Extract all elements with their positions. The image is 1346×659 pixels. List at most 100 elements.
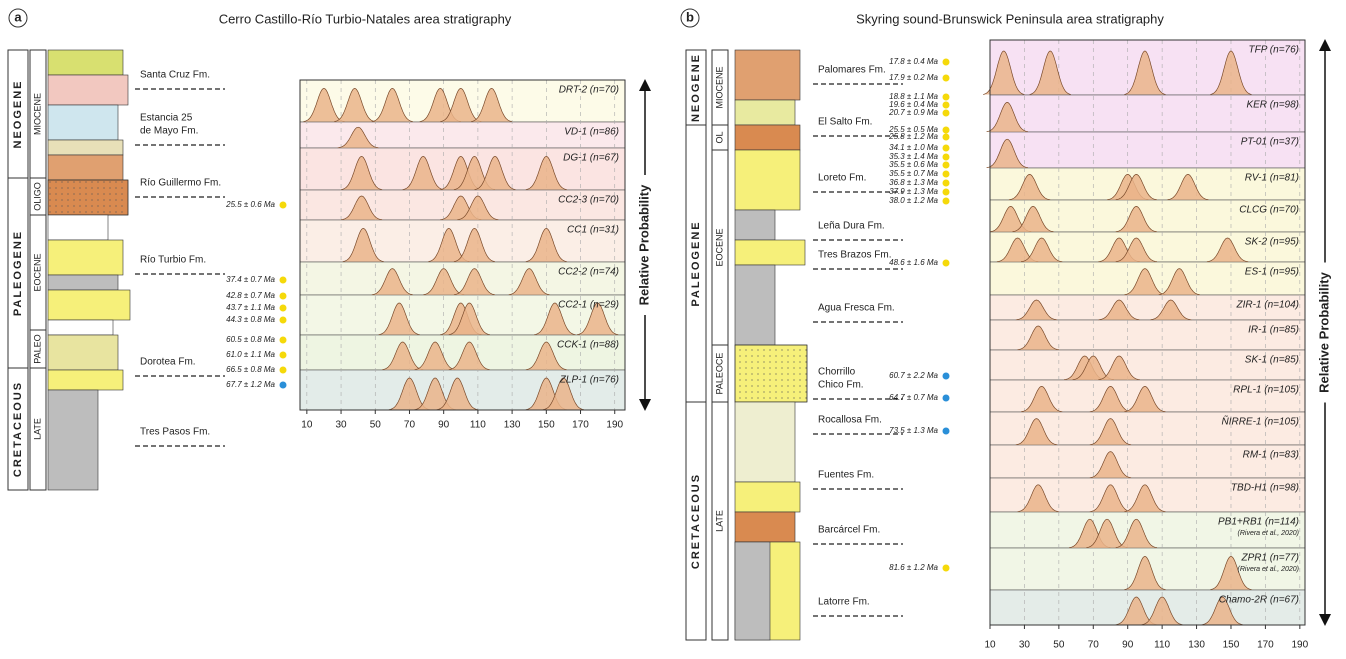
formation-label: Dorotea Fm. — [140, 357, 196, 368]
x-tick-label: 10 — [984, 640, 996, 651]
age-label: 81.6 ± 1.2 Ma — [889, 563, 938, 572]
age-peak — [378, 302, 420, 335]
age-peak — [1124, 556, 1166, 590]
sample-label: TFP (n=76) — [1249, 45, 1299, 56]
age-dot — [942, 161, 950, 169]
formation-label: de Mayo Fm. — [140, 126, 198, 137]
epoch-label: PALEOCE — [714, 353, 724, 395]
age-label: 73.5 ± 1.3 Ma — [889, 426, 938, 435]
age-dot — [942, 109, 950, 117]
plot-frame — [989, 39, 1306, 626]
age-dot — [279, 351, 287, 359]
sample-label: CC2-1 (n=29) — [558, 300, 619, 311]
sample-label: DG-1 (n=67) — [563, 153, 619, 164]
sample-label: RPL-1 (n=105) — [1233, 385, 1299, 396]
x-tick-label: 70 — [1088, 640, 1100, 651]
sample-label: CCK-1 (n=88) — [557, 340, 619, 351]
age-peak — [1015, 299, 1058, 321]
age-peak — [1017, 484, 1059, 513]
age-peak — [1020, 386, 1063, 413]
x-tick-label: 130 — [504, 420, 521, 431]
strat-column-b — [734, 49, 808, 641]
age-label: 37.4 ± 0.7 Ma — [226, 275, 275, 284]
age-peak — [471, 88, 513, 122]
age-label: 35.3 ± 1.4 Ma — [889, 152, 938, 161]
sample-label: TBD-H1 (n=98) — [1231, 483, 1299, 494]
x-tick-label: 130 — [1188, 640, 1205, 651]
age-peak — [508, 268, 550, 296]
x-tick-label: 170 — [572, 420, 589, 431]
sample-label: ZIR-1 (n=104) — [1235, 300, 1299, 311]
x-tick-label: 190 — [1291, 640, 1308, 651]
age-label: 48.6 ± 1.6 Ma — [889, 258, 938, 267]
epoch-label: LATE — [32, 418, 42, 440]
age-dot — [942, 427, 950, 435]
age-peak — [453, 228, 496, 262]
x-tick-label: 110 — [1154, 640, 1170, 651]
age-dot — [942, 564, 950, 572]
epoch-label: LATE — [714, 510, 724, 532]
age-peak — [1124, 50, 1166, 95]
y-axis-label: Relative Probability — [1316, 271, 1331, 392]
age-peak — [1167, 174, 1209, 201]
panel-letter-badge — [8, 8, 28, 28]
era-box — [7, 367, 29, 491]
age-peak — [402, 156, 444, 190]
x-tick-label: 150 — [1223, 640, 1240, 651]
sample-label: ES-1 (n=95) — [1245, 267, 1299, 278]
sample-label: IR-1 (n=85) — [1248, 325, 1299, 336]
x-tick-label: 190 — [606, 420, 623, 431]
age-dot — [279, 336, 287, 344]
age-dot — [279, 381, 287, 389]
epoch-label: OL — [714, 131, 724, 143]
age-peak — [453, 268, 496, 296]
age-dot — [942, 259, 950, 267]
age-dot — [279, 201, 287, 209]
formation-label: Chico Fm. — [818, 380, 864, 391]
age-label: 17.9 ± 0.2 Ma — [889, 73, 938, 82]
age-peak — [448, 302, 490, 335]
formation-label: Fuentes Fm. — [818, 470, 874, 481]
age-peak — [1008, 174, 1051, 201]
age-peak — [1089, 386, 1132, 413]
age-dot — [942, 101, 950, 109]
x-tick-label: 90 — [1122, 640, 1134, 651]
age-peak — [337, 126, 379, 149]
age-label: 36.8 ± 1.3 Ma — [889, 178, 938, 187]
age-peak — [436, 377, 478, 410]
age-label: 25.5 ± 0.6 Ma — [225, 200, 275, 209]
age-peak — [341, 156, 383, 190]
age-label: 66.5 ± 0.8 Ma — [226, 365, 275, 374]
x-tick-label: 50 — [1053, 640, 1065, 651]
age-dot — [279, 366, 287, 374]
age-dot — [279, 304, 287, 312]
epoch-label: OLIGO — [32, 182, 42, 211]
age-peak — [474, 156, 516, 190]
age-peak — [1206, 237, 1249, 263]
age-peak — [414, 341, 456, 371]
age-dot — [942, 126, 950, 134]
age-dot — [942, 372, 950, 380]
plot-frame — [299, 79, 626, 411]
era-label: CRETACEOUS — [12, 381, 24, 477]
age-dot — [942, 133, 950, 141]
age-peak — [303, 88, 345, 122]
age-peak — [1124, 386, 1166, 413]
age-dot — [942, 153, 950, 161]
age-peak — [1089, 451, 1132, 479]
sample-label: RM-1 (n=83) — [1243, 450, 1299, 461]
age-peak — [577, 302, 619, 335]
age-peak — [1086, 518, 1128, 549]
age-peak — [1115, 174, 1158, 201]
age-label: 25.8 ± 1.2 Ma — [888, 132, 938, 141]
x-tick-label: 90 — [438, 420, 450, 431]
sample-label: ÑIRRE-1 (n=105) — [1221, 415, 1299, 428]
sample-label: SK-1 (n=85) — [1245, 355, 1299, 366]
age-label: 17.8 ± 0.4 Ma — [889, 57, 938, 66]
x-tick-label: 110 — [470, 420, 486, 431]
era-label: PALEOGENE — [690, 220, 702, 306]
formation-label: Latorre Fm. — [818, 597, 870, 608]
age-peak — [986, 138, 1028, 169]
sample-note: (Rivera et al., 2020) — [1238, 530, 1299, 537]
